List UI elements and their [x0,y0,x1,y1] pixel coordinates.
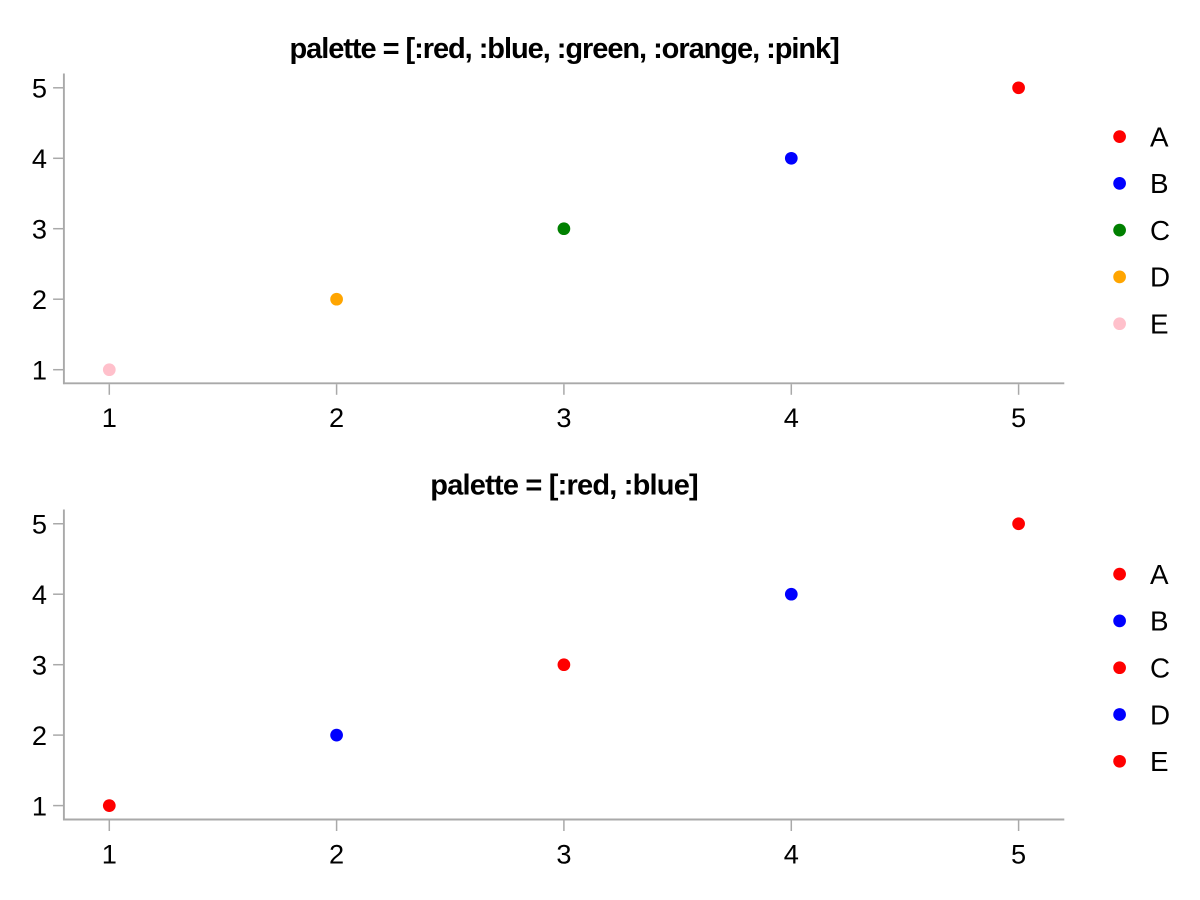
svg-text:palette = [:red, :blue, :green: palette = [:red, :blue, :green, :orange,… [289,33,839,65]
svg-text:3: 3 [556,839,571,870]
svg-text:3: 3 [32,649,47,680]
svg-text:B: B [1150,168,1169,199]
svg-text:1: 1 [32,790,47,821]
svg-text:C: C [1150,653,1170,684]
svg-text:3: 3 [32,213,47,244]
svg-text:palette = [:red, :blue]: palette = [:red, :blue] [430,469,698,501]
svg-text:1: 1 [32,354,47,385]
svg-text:5: 5 [32,508,47,539]
svg-text:E: E [1150,309,1169,340]
svg-text:A: A [1150,559,1169,590]
svg-text:4: 4 [784,402,799,433]
svg-text:4: 4 [784,839,799,870]
svg-text:3: 3 [556,402,571,433]
svg-text:4: 4 [32,579,47,610]
svg-text:C: C [1150,215,1170,246]
svg-text:2: 2 [329,402,344,433]
svg-text:5: 5 [32,73,47,104]
svg-text:5: 5 [1011,839,1026,870]
svg-text:5: 5 [1011,402,1026,433]
svg-text:2: 2 [329,839,344,870]
svg-text:B: B [1150,606,1169,637]
svg-text:4: 4 [32,143,47,174]
svg-text:1: 1 [102,839,117,870]
svg-text:D: D [1150,262,1170,293]
svg-text:D: D [1150,699,1170,730]
svg-text:1: 1 [102,402,117,433]
svg-text:E: E [1150,746,1169,777]
svg-text:A: A [1150,121,1169,152]
svg-text:2: 2 [32,720,47,751]
svg-text:2: 2 [32,284,47,315]
